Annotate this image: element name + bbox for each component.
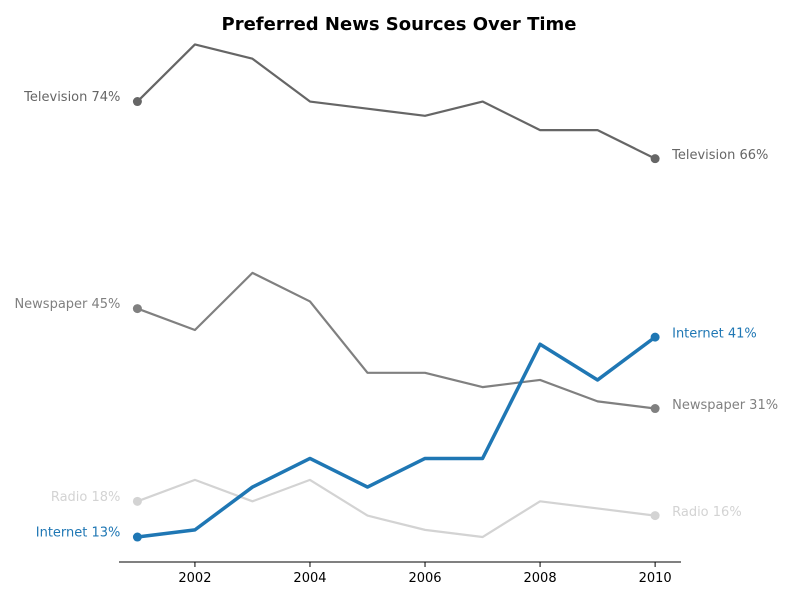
end-label-newspaper: Newspaper 31% (672, 398, 778, 413)
start-marker-television (132, 97, 142, 107)
start-marker-newspaper (132, 304, 142, 314)
start-label-television: Television 74% (23, 90, 120, 105)
x-tick-label: 2010 (639, 571, 672, 586)
end-marker-television (650, 154, 660, 164)
series-line-television (136, 43, 657, 160)
end-marker-internet (650, 332, 660, 342)
end-label-radio: Radio 16% (672, 505, 742, 520)
start-marker-internet (132, 532, 142, 542)
x-tick-label: 2002 (178, 571, 211, 586)
x-axis-ticks: 2002 2004 2006 2008 2010 (178, 562, 672, 586)
series-line-radio (136, 478, 657, 539)
end-label-internet: Internet 41% (672, 327, 757, 342)
start-label-internet: Internet 13% (36, 526, 121, 541)
start-marker-radio (132, 496, 142, 506)
start-label-newspaper: Newspaper 45% (14, 297, 120, 312)
series-line-internet (135, 335, 657, 539)
end-marker-radio (650, 511, 660, 521)
x-tick-label: 2008 (524, 571, 557, 586)
start-label-radio: Radio 18% (51, 490, 121, 505)
x-tick-label: 2006 (408, 571, 441, 586)
chart-title: Preferred News Sources Over Time (222, 14, 577, 35)
plot-area: Television 74% Television 66% Newspaper 45… (14, 43, 778, 542)
x-tick-label: 2004 (293, 571, 326, 586)
series-line-newspaper (136, 271, 657, 410)
end-label-television: Television 66% (671, 148, 768, 163)
end-marker-newspaper (650, 404, 660, 414)
